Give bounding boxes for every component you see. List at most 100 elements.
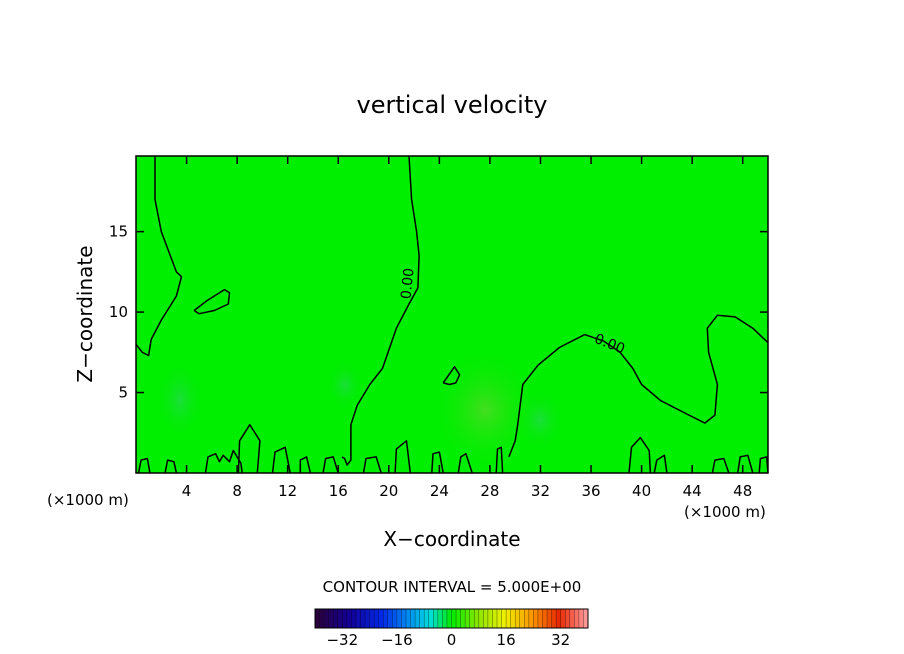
contour-line [164, 459, 178, 473]
contour-interval-text: CONTOUR INTERVAL = 5.000E+00 [323, 578, 582, 596]
colorbar-cell [465, 609, 470, 628]
colorbar-cell [446, 609, 452, 628]
contour-line [457, 452, 473, 473]
x-tick-label: 44 [683, 482, 702, 500]
colorbar-cell [506, 609, 511, 628]
contour-line [193, 288, 231, 315]
colorbar-tick-label: −16 [381, 631, 413, 649]
colorbar-cell [428, 609, 434, 628]
colorbar-tick-label: 0 [447, 631, 457, 649]
colorbar-cell [346, 609, 352, 628]
colorbar-cell [392, 609, 398, 628]
colorbar-cell [419, 609, 425, 628]
colorbar-cell [378, 609, 384, 628]
colorbar-cell [515, 609, 521, 628]
colorbar-cell [478, 609, 484, 628]
colorbar-cell [578, 609, 584, 628]
colorbar-ticks: −32 −16 0 16 32 [326, 631, 570, 649]
colorbar-cell [542, 609, 548, 628]
contour-line [711, 457, 730, 473]
colorbar-cell [537, 609, 543, 628]
colorbar-cell [319, 609, 325, 628]
x-tick-label: 32 [531, 482, 550, 500]
contour-line [237, 423, 261, 473]
contour-line [495, 446, 504, 473]
x-tick-label: 4 [182, 482, 192, 500]
colorbar-tick-label: 32 [551, 631, 570, 649]
contour-line [299, 456, 312, 473]
colorbar-cell [492, 609, 498, 628]
shade-blob [515, 390, 565, 450]
contour-line [628, 436, 652, 473]
contour-line [322, 456, 339, 473]
colorbar-cell [483, 609, 489, 628]
colorbar-cell [451, 609, 457, 628]
colorbar-frame [314, 608, 589, 629]
colorbar-cell [324, 609, 329, 628]
colorbar-cell [442, 609, 448, 628]
colorbar-cell [528, 609, 534, 628]
colorbar-cell [401, 609, 407, 628]
colorbar-cell [574, 609, 580, 628]
colorbar-cell [355, 609, 361, 628]
colorbar-cell [351, 609, 357, 628]
colorbar-cell [551, 609, 557, 628]
colorbar-tick-label: −32 [326, 631, 358, 649]
colorbar-cell [510, 609, 516, 628]
colorbar-cell [410, 609, 416, 628]
colorbar-cell [328, 609, 334, 628]
x-tick-label: 12 [278, 482, 297, 500]
colorbar-cell [369, 609, 375, 628]
colorbar-cell [560, 609, 566, 628]
colorbar-cell [396, 609, 402, 628]
contour-line [431, 451, 444, 473]
colorbar-cell [497, 609, 502, 628]
shade-blob [155, 360, 205, 440]
y-tick-label: 10 [109, 303, 128, 321]
contour-line [362, 456, 382, 473]
colorbar-cell [533, 609, 539, 628]
colorbar-tick-label: 16 [497, 631, 516, 649]
x-axis-label: X−coordinate [383, 527, 520, 551]
colorbar-cell [460, 609, 466, 628]
colorbar-cell [387, 609, 393, 628]
colorbar-cell [524, 609, 530, 628]
y-tick-label: 5 [118, 384, 128, 402]
x-tick-label: 40 [632, 482, 651, 500]
colorbar-cell [487, 609, 493, 628]
colorbar-cell [424, 609, 430, 628]
plot-frame [135, 155, 769, 474]
contour-line [442, 366, 461, 386]
y-tick-label: 15 [109, 223, 128, 241]
x-tick-label: 28 [480, 482, 499, 500]
colorbar-cell [406, 609, 411, 628]
contour-line [136, 156, 183, 357]
contour-line [341, 156, 420, 466]
x-tick-label: 36 [581, 482, 600, 500]
colorbar-cell [315, 609, 320, 628]
colorbar-cell [374, 609, 379, 628]
colorbar-cell [583, 609, 589, 628]
colorbar-cell [547, 609, 552, 628]
colorbar-cell [365, 609, 370, 628]
colorbar-cell [342, 609, 348, 628]
x-tick-label: 48 [733, 482, 752, 500]
contour-label: 0.00 [398, 267, 417, 300]
contour-line [653, 454, 668, 473]
y-unit-label: (×1000 m) [47, 491, 129, 509]
y-axis-label: Z−coordinate [73, 245, 97, 382]
x-tick-label: 24 [430, 482, 449, 500]
contour-lines [136, 156, 768, 473]
colorbar-cell [565, 609, 571, 628]
x-tick-label: 16 [329, 482, 348, 500]
colorbar-cell [360, 609, 366, 628]
colorbar-cell [383, 609, 389, 628]
x-tick-label: 8 [232, 482, 242, 500]
chart-title: vertical velocity [357, 91, 548, 119]
contour-line [508, 314, 768, 458]
plot-area [135, 155, 769, 474]
colorbar-cell [501, 609, 507, 628]
contour-line [394, 440, 412, 473]
